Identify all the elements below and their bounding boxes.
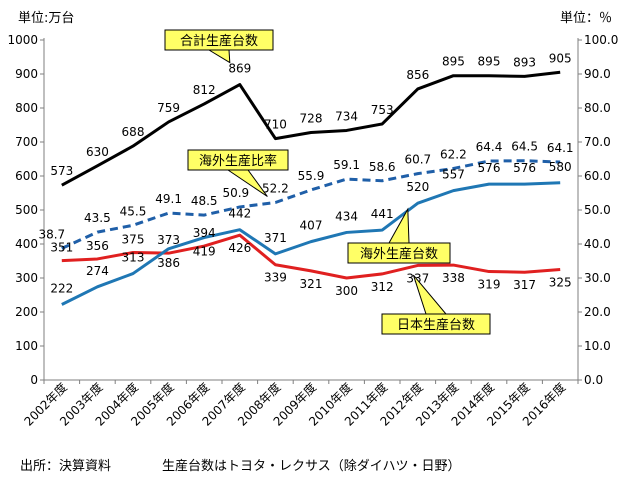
overseas-production-data-label: 442: [228, 207, 251, 221]
overseas-ratio-data-label: 62.2: [440, 148, 467, 162]
overseas-ratio-data-label: 43.5: [84, 211, 111, 225]
overseas-ratio-data-label: 60.7: [404, 153, 431, 167]
overseas-production-data-label: 434: [335, 209, 358, 223]
ratio-callout-box: [187, 149, 289, 171]
total-production-data-label: 759: [157, 101, 180, 115]
overseas-ratio-data-label: 52.2: [262, 182, 289, 196]
left-axis-unit: 単位:万台: [18, 10, 74, 26]
japan-production-data-label: 338: [442, 271, 465, 285]
right-tick-label: 60.0: [584, 169, 611, 183]
total-production-data-label: 630: [86, 145, 109, 159]
overseas-ratio-data-label: 64.5: [511, 140, 538, 154]
overseas-ratio-data-label: 55.9: [298, 169, 325, 183]
overseas-ratio-data-label: 59.1: [333, 158, 360, 172]
overseas-production-data-label: 313: [122, 251, 145, 265]
right-tick-label: 70.0: [584, 135, 611, 149]
total-production-data-label: 753: [371, 103, 394, 117]
left-tick-label: 1000: [7, 33, 38, 47]
overseas-production-data-label: 576: [478, 161, 501, 175]
right-tick-label: 30.0: [584, 271, 611, 285]
left-tick-label: 200: [15, 305, 38, 319]
japan-production-data-label: 325: [549, 276, 572, 290]
overseas-production-data-label: 407: [300, 219, 323, 233]
overseas-ratio-data-label: 48.5: [191, 194, 218, 208]
right-tick-label: 10.0: [584, 339, 611, 353]
total-callout-box: [164, 29, 274, 51]
japan-production-data-label: 375: [122, 233, 145, 247]
left-tick-label: 800: [15, 101, 38, 115]
right-tick-label: 40.0: [584, 237, 611, 251]
ratio-callout-label: 海外生産比率: [199, 153, 277, 169]
total-production-line: [61, 70, 561, 187]
japan-production-data-label: 394: [193, 226, 216, 240]
production-note: 生産台数はトヨタ・レクサス（除ダイハツ・日野）: [162, 459, 461, 474]
right-tick-label: 0.0: [584, 373, 603, 387]
overseas-production-data-label: 386: [157, 256, 180, 270]
left-tick-label: 400: [15, 237, 38, 251]
overseas-ratio-data-label: 64.1: [547, 141, 574, 155]
overseas-production-data-label: 576: [513, 161, 536, 175]
left-tick-label: 700: [15, 135, 38, 149]
japan-production-data-label: 319: [478, 278, 501, 292]
source-note: 出所：決算資料: [20, 459, 112, 474]
overseas-callout-box: [347, 242, 451, 264]
right-tick-label: 100.0: [584, 33, 618, 47]
overseas-production-data-label: 419: [193, 245, 216, 259]
left-tick-label: 0: [30, 373, 38, 387]
japan-callout-label: 日本生産台数: [397, 317, 475, 333]
japan-production-data-label: 356: [86, 239, 109, 253]
overseas-ratio-data-label: 64.4: [476, 140, 503, 154]
total-production-data-label: 895: [442, 55, 465, 69]
japan-production-data-label: 312: [371, 280, 394, 294]
right-tick-label: 80.0: [584, 101, 611, 115]
total-production-data-label: 573: [50, 164, 73, 178]
total-production-data-label: 893: [513, 55, 536, 69]
left-tick-label: 100: [15, 339, 38, 353]
overseas-callout-label: 海外生産台数: [360, 246, 438, 262]
japan-production-data-label: 351: [50, 241, 73, 255]
japan-production-data-label: 339: [264, 271, 287, 285]
japan-callout-box: [381, 313, 491, 335]
total-production-data-label: 710: [264, 118, 287, 132]
total-production-data-label: 728: [300, 111, 323, 125]
right-axis-unit: 単位：％: [560, 10, 612, 26]
overseas-ratio-data-label: 45.5: [120, 204, 147, 218]
japan-production-data-label: 373: [157, 233, 180, 247]
total-production-data-label: 734: [335, 109, 358, 123]
overseas-production-data-label: 557: [442, 168, 465, 182]
overseas-production-line: [61, 181, 561, 306]
overseas-production-data-label: 274: [86, 264, 109, 278]
total-production-data-label: 905: [549, 51, 572, 65]
japan-production-line: [61, 233, 561, 280]
right-tick-label: 20.0: [584, 305, 611, 319]
overseas-ratio-data-label: 38.7: [38, 227, 65, 241]
left-tick-label: 900: [15, 67, 38, 81]
japan-production-data-label: 426: [228, 241, 251, 255]
left-tick-label: 600: [15, 169, 38, 183]
overseas-production-data-label: 520: [406, 180, 429, 194]
right-tick-label: 90.0: [584, 67, 611, 81]
overseas-production-data-label: 371: [264, 231, 287, 245]
total-production-data-label: 856: [406, 68, 429, 82]
left-tick-label: 500: [15, 203, 38, 217]
total-production-data-label: 895: [478, 55, 501, 69]
japan-production-data-label: 321: [300, 277, 323, 291]
left-tick-label: 300: [15, 271, 38, 285]
total-production-data-label: 688: [122, 125, 145, 139]
overseas-ratio-data-label: 58.6: [369, 160, 396, 174]
overseas-production-data-label: 580: [549, 160, 572, 174]
overseas-production-data-label: 222: [50, 282, 73, 296]
total-production-data-label: 869: [228, 62, 251, 76]
overseas-ratio-data-label: 50.9: [222, 186, 249, 200]
total-callout-label: 合計生産台数: [180, 33, 258, 49]
total-production-data-label: 812: [193, 83, 216, 97]
japan-production-data-label: 317: [513, 278, 536, 292]
total-callout-pointer: [207, 49, 231, 64]
overseas-ratio-data-label: 49.1: [155, 192, 182, 206]
right-tick-label: 50.0: [584, 203, 611, 217]
japan-production-data-label: 337: [406, 271, 429, 285]
japan-production-data-label: 300: [335, 284, 358, 298]
overseas-production-data-label: 441: [371, 207, 394, 221]
